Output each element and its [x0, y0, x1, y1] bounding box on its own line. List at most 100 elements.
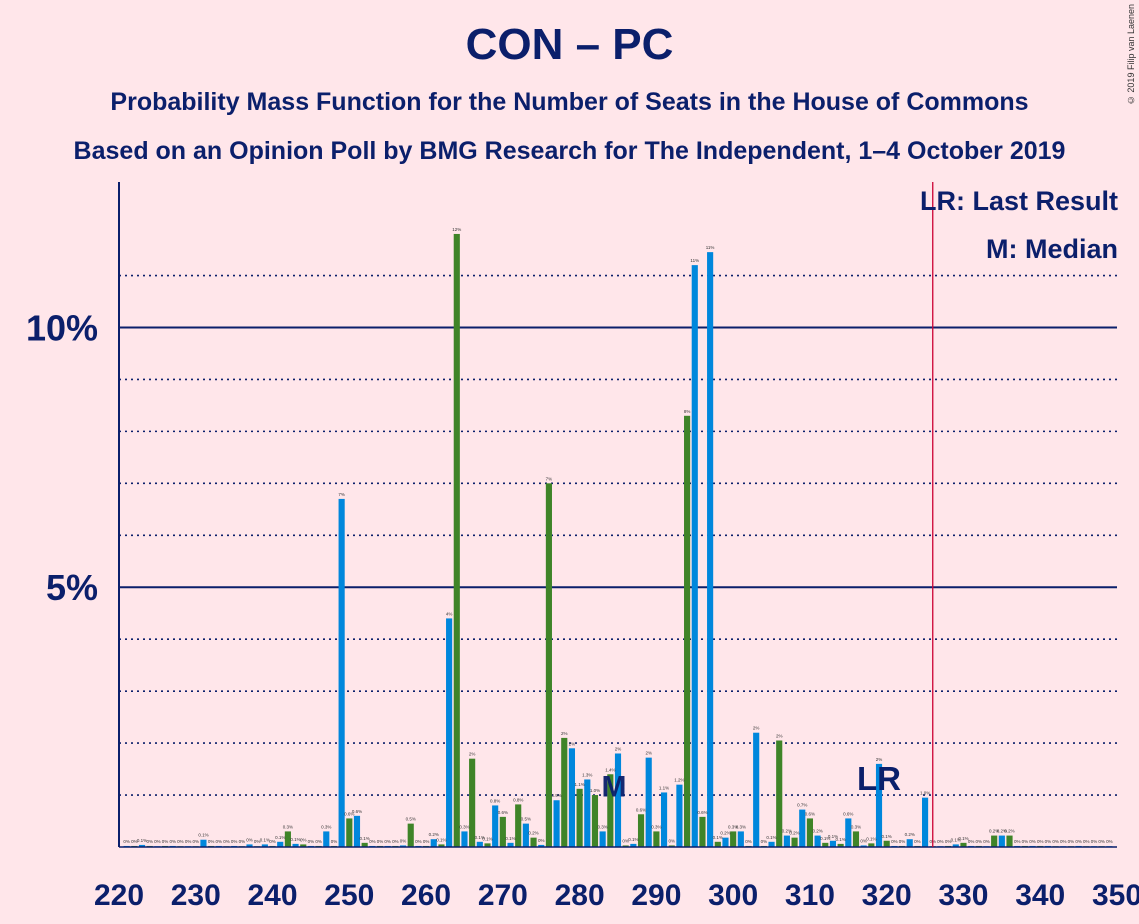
bar-label-321: 0%	[891, 839, 898, 844]
bar-label-306: 2%	[776, 733, 783, 738]
bar-label-267: 0.1%	[475, 835, 485, 840]
bar-label-323: 0.2%	[905, 832, 915, 837]
bar-label-228: 0%	[177, 839, 184, 844]
bar-label-268: 0.1%	[482, 836, 492, 841]
bar-seat-284	[607, 774, 614, 847]
x-tick-280: 280	[555, 879, 605, 912]
bar-label-338: 0%	[1022, 839, 1029, 844]
bar-label-287: 0.1%	[628, 837, 638, 842]
bar-seat-252	[361, 842, 368, 847]
bar-label-283: 0.3%	[598, 824, 608, 829]
x-tick-300: 300	[708, 879, 758, 912]
bar-seat-267	[476, 841, 483, 847]
bar-label-255: 0%	[384, 839, 391, 844]
bar-seat-286	[622, 845, 629, 847]
bar-label-289: 2%	[645, 751, 652, 756]
bar-label-280: 1.1%	[574, 782, 584, 787]
bar-label-235: 0%	[231, 839, 238, 844]
bar-label-273: 0.5%	[521, 817, 531, 822]
bar-seat-268	[484, 843, 491, 847]
bar-label-250: 0.6%	[344, 811, 354, 816]
bar-seat-330	[960, 842, 967, 847]
bar-label-279: 2%	[569, 741, 576, 746]
bar-label-314: 0.1%	[835, 837, 845, 842]
bar-label-282: 1.0%	[590, 788, 600, 793]
bar-label-293: 1.2%	[674, 778, 684, 783]
bar-seat-251	[353, 815, 361, 847]
bar-label-332: 0%	[976, 839, 983, 844]
bar-label-275: 0%	[538, 838, 545, 843]
bar-label-221: 0%	[123, 839, 130, 844]
bar-seat-317	[860, 845, 867, 847]
bar-seat-273	[522, 823, 529, 847]
bar-label-260: 0%	[423, 839, 430, 844]
bar-seat-305	[768, 841, 775, 847]
x-tick-240: 240	[248, 879, 298, 912]
bar-label-330: 0.1%	[958, 836, 968, 841]
bar-label-241: 0.1%	[275, 835, 285, 840]
markers: LR M	[602, 182, 934, 847]
bar-seat-262	[438, 844, 445, 847]
bar-label-288: 0.6%	[636, 807, 646, 812]
bar-label-294: 8%	[684, 409, 691, 414]
bar-label-310: 0.6%	[805, 811, 815, 816]
bar-label-298: 0.1%	[713, 835, 723, 840]
bar-label-291: 1.1%	[659, 785, 669, 790]
x-tick-labels: 220 230 240 250 260 270 280 290 300 310 320 330 340 3…	[94, 879, 1139, 912]
bar-label-229: 0%	[185, 839, 192, 844]
bar-label-341: 0%	[1045, 839, 1052, 844]
bar-seat-223	[138, 844, 146, 847]
bar-label-226: 0%	[162, 839, 169, 844]
bar-seat-336	[1006, 835, 1013, 847]
bar-label-269: 0.8%	[490, 798, 500, 803]
bar-seat-299	[722, 837, 729, 847]
bar-seat-288	[637, 814, 645, 847]
bar-seat-239	[261, 844, 268, 847]
bar-seat-283	[599, 831, 606, 847]
bar-label-313: 0.1%	[828, 834, 838, 839]
bar-seat-313	[829, 840, 837, 847]
bar-label-256: 0%	[392, 839, 399, 844]
bar-seat-274	[530, 837, 537, 847]
bar-seat-277	[553, 800, 560, 847]
bar-label-319: 2%	[876, 757, 883, 762]
x-tick-250: 250	[324, 879, 374, 912]
bar-label-311: 0.2%	[812, 829, 822, 834]
bar-seat-276	[545, 483, 552, 847]
bar-label-333: 0%	[983, 839, 990, 844]
bar-label-246: 0%	[315, 839, 322, 844]
bar-seat-257	[399, 845, 407, 847]
bar-seat-291	[660, 792, 668, 847]
x-tick-220: 220	[94, 879, 144, 912]
bar-label-303: 2%	[753, 726, 760, 731]
bar-label-325: 1.0%	[920, 791, 930, 796]
bar-seat-237	[246, 844, 253, 847]
bar-label-335: 0.2%	[997, 829, 1007, 834]
bar-label-225: 0%	[154, 839, 161, 844]
bar-seat-300	[730, 831, 737, 847]
bar-seat-244	[300, 844, 307, 847]
bar-seat-292	[668, 845, 675, 847]
bar-label-249: 7%	[338, 492, 345, 497]
bar-seat-264	[453, 233, 460, 847]
bar-label-320: 0.1%	[882, 834, 892, 839]
bar-label-290: 0.3%	[651, 824, 661, 829]
x-tick-290: 290	[631, 879, 681, 912]
x-tick-330: 330	[938, 879, 988, 912]
bar-label-257: 0%	[400, 838, 407, 843]
bar-label-270: 0.6%	[498, 810, 508, 815]
bar-seat-329	[952, 844, 959, 847]
bar-label-284: 1.4%	[605, 767, 615, 772]
bar-labels: 0% 0% 0.1% 0% 0% 0% 0% 0% 0% 0%0.1%0% 0% 0% 0% 0% 0% 0%…	[123, 227, 1112, 844]
bar-seat-320	[883, 840, 890, 847]
bar-label-300: 0.3%	[728, 824, 738, 829]
bar-label-276: 7%	[546, 476, 553, 481]
bar-seat-279	[568, 748, 576, 847]
bar-label-224: 0%	[146, 839, 153, 844]
x-tick-320: 320	[862, 879, 912, 912]
y-tick-10: 10%	[26, 307, 98, 348]
bar-label-305: 0.1%	[766, 835, 776, 840]
bar-seat-241	[277, 841, 284, 847]
bar-seat-310	[806, 818, 813, 847]
